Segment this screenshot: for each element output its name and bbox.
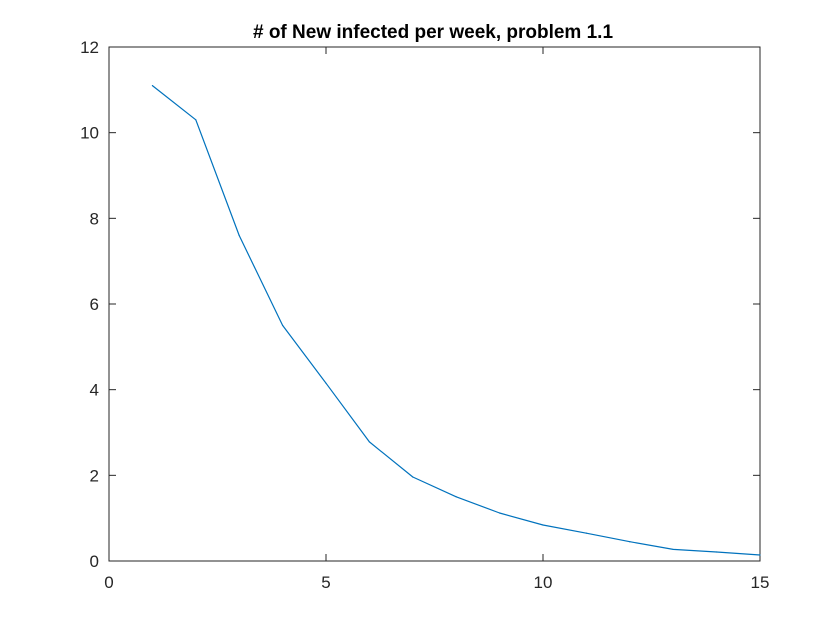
data-point [499,512,501,514]
x-tick-label: 0 [104,573,113,592]
data-point [238,234,240,237]
y-tick-label: 4 [90,381,99,400]
y-tick-label: 2 [90,466,99,485]
data-point [195,119,197,121]
x-tick-label: 15 [751,573,770,592]
data-point [412,476,414,478]
data-point [759,554,761,556]
y-tick-label: 8 [90,209,99,228]
data-point [716,551,718,553]
data-point [672,548,674,551]
x-tick-label: 5 [321,573,330,592]
data-point [368,441,370,443]
y-tick-label: 6 [90,295,99,314]
y-axis-tick-labels: 0 2 4 6 8 10 12 [80,38,99,571]
y-tick-label: 10 [80,124,99,143]
plot-area [108,46,761,562]
data-point [282,324,284,327]
data-point [151,84,153,87]
y-tick-label: 0 [90,552,99,571]
y-tick-label: 12 [80,38,99,57]
x-axis-tick-labels: 0 5 10 15 [104,573,769,592]
series-layer [151,84,761,556]
data-point [585,532,588,534]
axis-ticks [108,46,761,562]
chart-title: # of New infected per week, problem 1.1 [253,22,613,43]
x-tick-label: 10 [534,573,553,592]
data-point [542,524,544,526]
data-point [629,541,631,543]
data-point [455,496,457,498]
data-point [325,382,327,384]
